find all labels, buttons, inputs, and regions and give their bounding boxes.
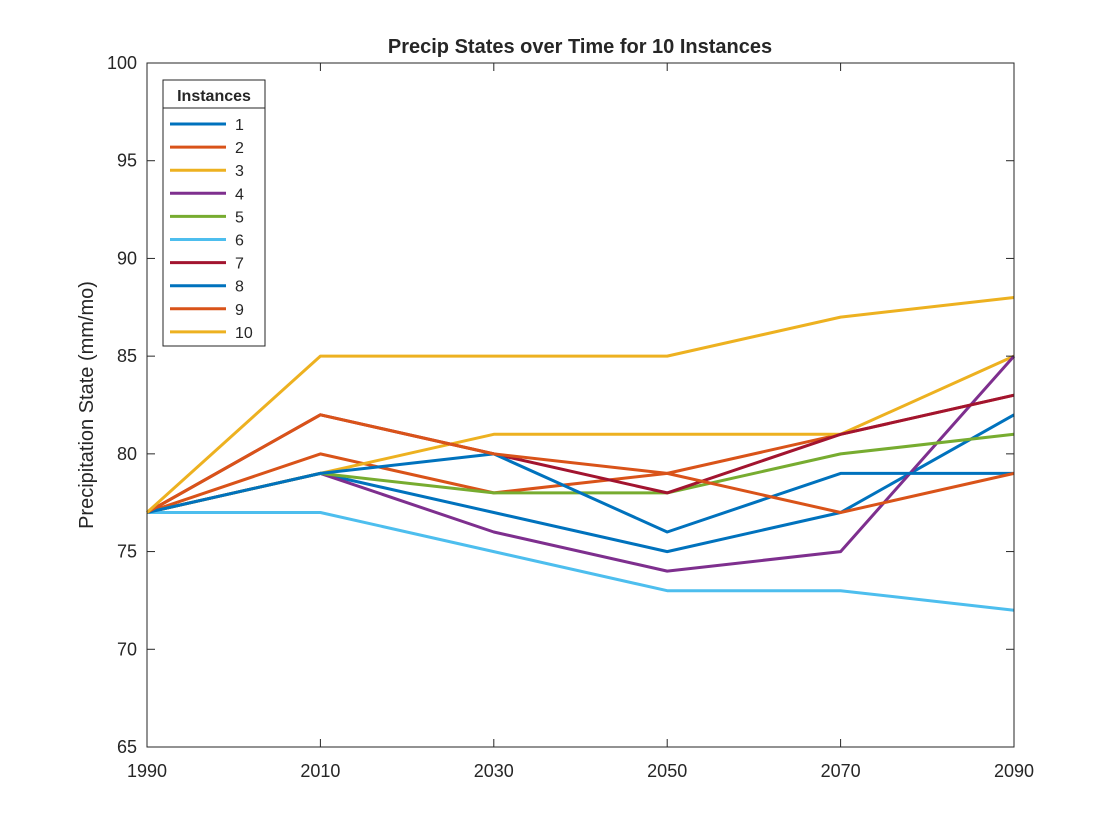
legend-box [162,79,266,347]
legend-label-8: 8 [235,279,244,296]
legend-label-7: 7 [235,256,244,273]
legend-label-9: 9 [235,302,244,319]
legend-label-10: 10 [235,325,253,342]
y-tick-label: 65 [117,737,137,757]
y-tick-label: 100 [107,53,137,73]
legend-label-3: 3 [235,163,244,180]
legend-label-6: 6 [235,233,244,250]
y-tick-label: 80 [117,444,137,464]
y-tick-label: 85 [117,346,137,366]
plot-area [147,63,1014,747]
y-axis-label: Precipitation State (mm/mo) [76,281,98,529]
chart-title: Precip States over Time for 10 Instances [388,36,772,58]
y-tick-label: 95 [117,151,137,171]
x-tick-label: 2050 [647,761,687,781]
series-line-10 [145,296,1015,514]
series-line-8 [146,452,1014,534]
x-tick-label: 1990 [127,761,167,781]
y-tick-label: 70 [117,639,137,659]
y-tick-label: 90 [117,248,137,268]
x-tick-label: 2090 [994,761,1034,781]
legend-label-2: 2 [235,140,244,157]
series-line-6 [147,511,1015,612]
legend-label-5: 5 [235,209,244,226]
y-tick-label: 75 [117,542,137,562]
x-tick-label: 2030 [474,761,514,781]
axes-box [146,62,1015,748]
series-layer [145,296,1016,612]
series-line-9 [146,413,1015,514]
x-axis: 1990 2010 2030 2050 2070 2090 [127,63,1034,781]
legend-entries: 1 2 3 4 5 6 7 8 9 10 [170,117,253,342]
legend-label-4: 4 [235,186,244,203]
legend-title: Instances [177,88,251,105]
x-tick-label: 2070 [821,761,861,781]
x-tick-label: 2010 [300,761,340,781]
legend: Instances 1 2 3 4 5 6 7 8 9 10 [162,79,266,347]
legend-label-1: 1 [235,117,244,134]
